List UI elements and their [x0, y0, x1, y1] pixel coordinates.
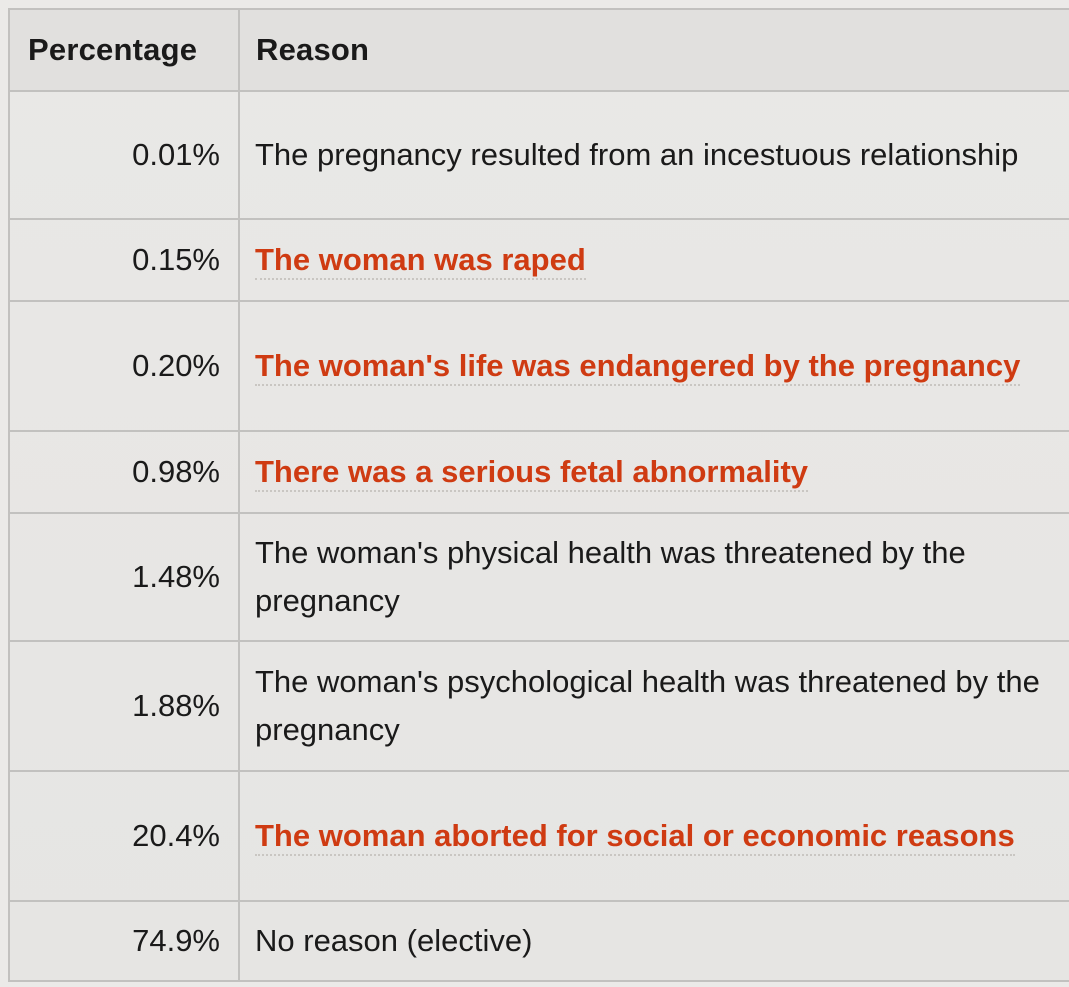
percentage-cell: 74.9%	[8, 900, 240, 982]
reason-link[interactable]: There was a serious fetal abnormality	[255, 454, 809, 492]
reason-cell: The woman's psychological health was thr…	[238, 640, 1069, 772]
reason-link[interactable]: The woman's life was endangered by the p…	[255, 348, 1021, 386]
reason-text: The woman's physical health was threaten…	[255, 535, 966, 618]
table-row: 0.98% There was a serious fetal abnormal…	[8, 430, 1069, 514]
reason-cell: The woman aborted for social or economic…	[238, 770, 1069, 902]
reason-link[interactable]: The woman was raped	[255, 242, 586, 280]
table-row: 74.9% No reason (elective)	[8, 900, 1069, 982]
percentage-cell: 1.88%	[8, 640, 240, 772]
reason-text: No reason (elective)	[255, 923, 533, 958]
table-row: 20.4% The woman aborted for social or ec…	[8, 770, 1069, 902]
reasons-table: Percentage Reason 0.01% The pregnancy re…	[8, 8, 1069, 982]
table-header-row: Percentage Reason	[8, 8, 1069, 92]
percentage-cell: 0.01%	[8, 90, 240, 220]
reason-column-header: Reason	[238, 8, 1069, 92]
percentage-cell: 20.4%	[8, 770, 240, 902]
table-row: 1.48% The woman's physical health was th…	[8, 512, 1069, 642]
reason-cell: No reason (elective)	[238, 900, 1069, 982]
reason-cell: There was a serious fetal abnormality	[238, 430, 1069, 514]
table-row: 0.20% The woman's life was endangered by…	[8, 300, 1069, 432]
percentage-cell: 1.48%	[8, 512, 240, 642]
table-row: 1.88% The woman's psychological health w…	[8, 640, 1069, 772]
percentage-cell: 0.20%	[8, 300, 240, 432]
reason-cell: The pregnancy resulted from an incestuou…	[238, 90, 1069, 220]
table-row: 0.15% The woman was raped	[8, 218, 1069, 302]
reason-cell: The woman's physical health was threaten…	[238, 512, 1069, 642]
reason-cell: The woman's life was endangered by the p…	[238, 300, 1069, 432]
percentage-column-header: Percentage	[8, 8, 240, 92]
reasons-table-container: Percentage Reason 0.01% The pregnancy re…	[8, 8, 1069, 982]
table-row: 0.01% The pregnancy resulted from an inc…	[8, 90, 1069, 220]
reason-link[interactable]: The woman aborted for social or economic…	[255, 818, 1015, 856]
percentage-cell: 0.98%	[8, 430, 240, 514]
reason-text: The pregnancy resulted from an incestuou…	[255, 137, 1019, 172]
percentage-cell: 0.15%	[8, 218, 240, 302]
reason-cell: The woman was raped	[238, 218, 1069, 302]
reason-text: The woman's psychological health was thr…	[255, 664, 1040, 747]
